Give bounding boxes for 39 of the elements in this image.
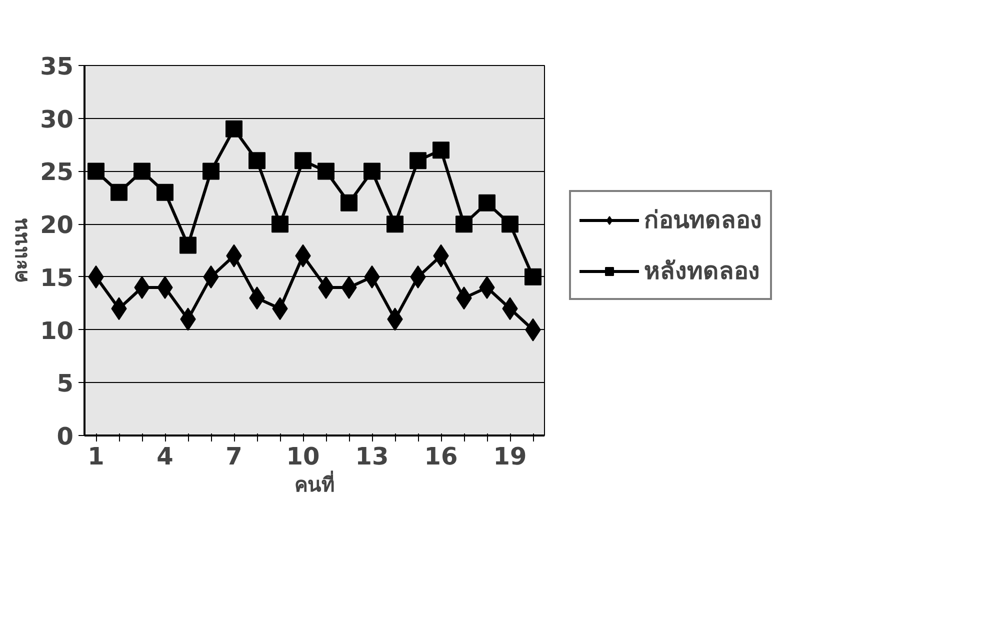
x-tick-label: 16 — [424, 442, 458, 470]
y-tick-label: 25 — [40, 158, 74, 186]
point — [478, 194, 496, 212]
point — [432, 142, 450, 159]
x-axis-title: คนที่ — [294, 470, 334, 496]
point — [248, 152, 266, 170]
y-tick-label: 0 — [56, 422, 74, 450]
legend-label: ก่อนทดลอง — [644, 205, 762, 236]
point — [180, 236, 196, 254]
point — [502, 216, 518, 233]
point — [456, 216, 472, 233]
y-tick-label: 30 — [40, 105, 74, 134]
point — [318, 162, 334, 180]
point — [364, 162, 380, 180]
point — [340, 194, 358, 212]
point — [226, 120, 242, 138]
point — [272, 216, 288, 233]
x-tick-label: 7 — [226, 442, 242, 470]
point — [524, 268, 542, 286]
x-tick-label: 19 — [493, 442, 527, 470]
point — [88, 162, 104, 180]
legend-label: หลังทดลอง — [644, 256, 760, 287]
x-tick-label: 1 — [88, 442, 104, 470]
x-tick-label: 4 — [156, 442, 174, 470]
y-tick-label: 5 — [56, 370, 74, 398]
y-tick-label: 10 — [40, 316, 74, 345]
point — [386, 216, 404, 233]
point — [156, 184, 174, 201]
y-axis-title: คะแนน — [8, 218, 32, 283]
point — [294, 152, 312, 170]
y-tick-label: 35 — [40, 52, 74, 80]
y-tick-label: 20 — [40, 211, 74, 240]
point — [134, 162, 150, 180]
y-tick-label: 15 — [40, 264, 74, 292]
x-tick-label: 10 — [286, 442, 320, 470]
point — [110, 184, 128, 201]
point — [410, 152, 426, 170]
x-tick-label: 13 — [355, 442, 389, 470]
point — [202, 162, 220, 180]
